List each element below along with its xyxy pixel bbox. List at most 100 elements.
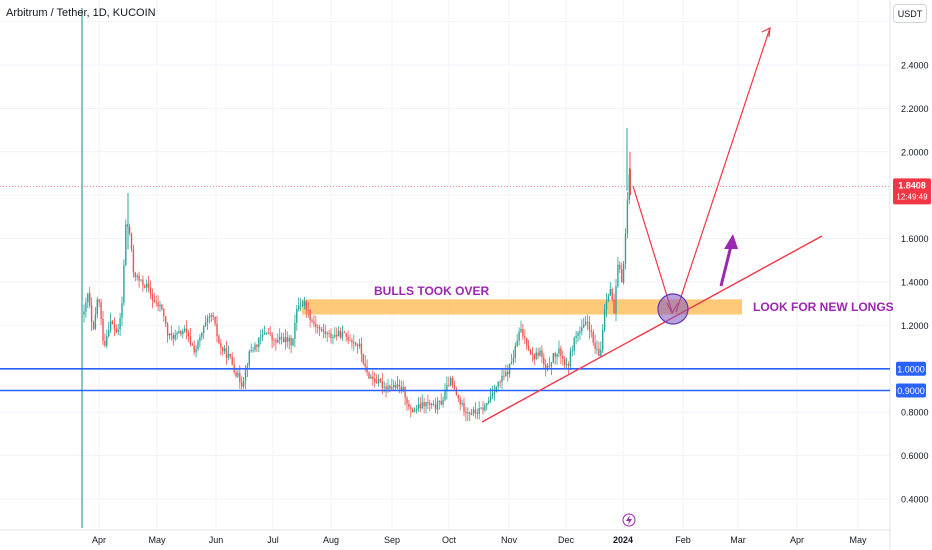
currency-unit-button[interactable]: USDT [893, 4, 927, 23]
trend-line[interactable] [481, 235, 823, 423]
level-2-label: 0.9000 [897, 386, 925, 396]
candle-body [581, 327, 583, 332]
candle-body [258, 337, 260, 348]
candle-body [324, 331, 326, 335]
candle-body [526, 337, 528, 346]
candle-body [147, 283, 150, 288]
candle-body [328, 333, 330, 334]
candle-body [410, 407, 412, 409]
candle-body [102, 318, 104, 341]
candle-body [600, 349, 602, 356]
longs-label: LOOK FOR NEW LONGS [753, 300, 894, 314]
candle-body [132, 249, 135, 273]
candle-body [119, 317, 121, 330]
candle-body [575, 335, 577, 338]
candle-body [402, 386, 404, 391]
candle-body [222, 347, 224, 352]
candle-body [543, 357, 545, 365]
arrow-head-up-icon [761, 26, 771, 38]
candle-body [172, 335, 174, 340]
candle-body [394, 384, 397, 388]
candle-body [214, 316, 216, 324]
candle-body [322, 329, 325, 332]
candle-body [400, 386, 402, 391]
y-tick-label: 0.4000 [901, 495, 929, 505]
candle-body [220, 343, 222, 348]
candle-body [419, 404, 421, 409]
candle-body [225, 348, 228, 358]
y-tick-label: 2.4000 [901, 61, 929, 71]
candle-body [108, 330, 110, 337]
candle-body [252, 349, 254, 351]
candle-body [174, 334, 176, 340]
candle-body [123, 264, 125, 304]
candle-body [149, 287, 152, 295]
candle-body [590, 330, 592, 332]
candle-body [231, 356, 233, 365]
x-tick-label: Dec [558, 535, 575, 545]
candle-body [351, 340, 353, 343]
candle-body [134, 272, 136, 278]
candle-body [560, 348, 562, 357]
lightning-bolt-icon [626, 515, 632, 525]
candle-body [146, 283, 148, 288]
candle-body [307, 309, 309, 311]
candle-body [550, 362, 553, 367]
candle-body [330, 333, 332, 339]
candle-body [94, 314, 97, 329]
candle-body [613, 299, 615, 314]
candle-body [469, 412, 471, 415]
candle-body [151, 294, 154, 300]
candle-body [535, 352, 537, 360]
candle-body [208, 316, 211, 318]
candle-body [548, 365, 551, 367]
candle-body [602, 330, 604, 350]
projection-down-line[interactable] [632, 185, 673, 313]
candle-body [482, 407, 484, 411]
candle-body [374, 378, 376, 383]
candle-body [85, 302, 87, 312]
candle-body [391, 386, 393, 389]
candle-body [142, 279, 144, 286]
candle-body [615, 285, 617, 314]
candle-body [189, 336, 192, 345]
candle-body [203, 326, 205, 334]
candle-body [273, 340, 275, 342]
x-tick-label: May [849, 535, 867, 545]
candle-body [413, 410, 416, 413]
candle-body [434, 404, 437, 410]
candle-body [144, 285, 146, 288]
candle-body [288, 337, 290, 342]
candle-body [239, 372, 241, 383]
candle-body [87, 293, 89, 303]
candle-body [284, 337, 287, 343]
candle-body [166, 323, 169, 336]
bullish-zone[interactable] [302, 299, 742, 315]
candle-body [180, 331, 182, 335]
support-circle-marker[interactable] [657, 293, 689, 325]
x-tick-label: Feb [675, 535, 691, 545]
candle-body [372, 376, 374, 379]
candle-body [457, 395, 459, 399]
x-tick-label: Mar [730, 535, 746, 545]
candle-body [537, 352, 539, 356]
candle-body [522, 328, 524, 337]
candle-body [90, 305, 93, 323]
candle-body [92, 322, 95, 329]
candle-body [210, 315, 212, 317]
candle-body [294, 322, 296, 339]
candle-body [622, 263, 625, 283]
candle-body [480, 407, 482, 409]
candle-body [104, 340, 106, 346]
candle-body [140, 279, 142, 281]
candle-body [377, 379, 380, 384]
candle-body [125, 224, 127, 265]
candle-body [159, 304, 161, 307]
candle-body [117, 329, 119, 333]
projection-up-line[interactable] [675, 27, 771, 313]
candle-body [383, 386, 385, 388]
candle-body [518, 331, 520, 341]
candle-body [596, 348, 598, 350]
